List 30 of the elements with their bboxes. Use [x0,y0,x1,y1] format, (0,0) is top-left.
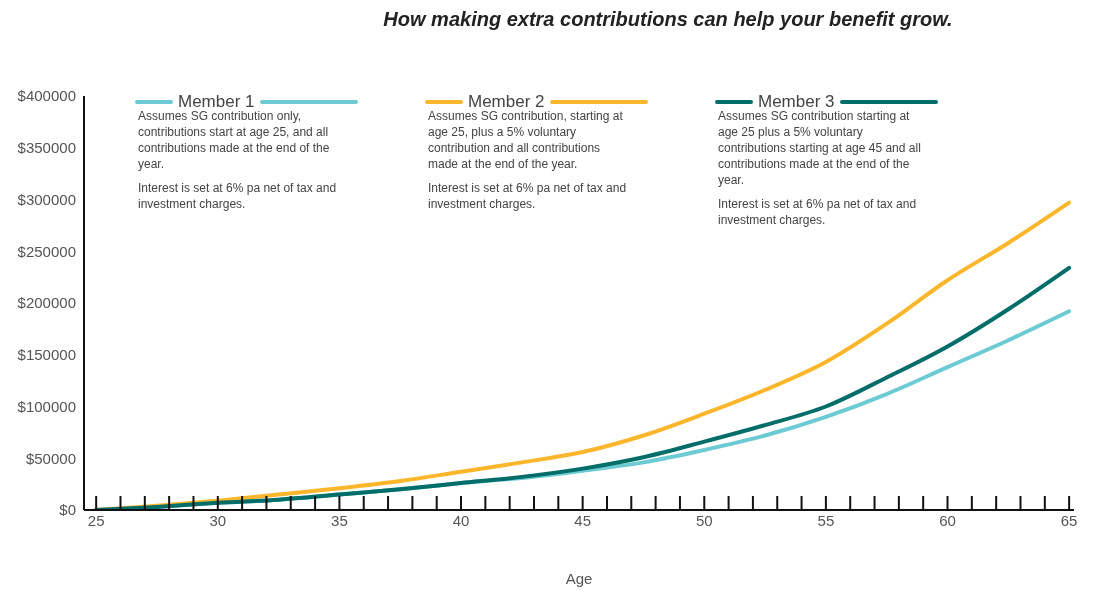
y-tick-label: $350000 [17,139,76,157]
legend-label: Member 3 [758,92,835,111]
y-tick-label: $250000 [17,242,76,260]
x-axis-title: Age [565,570,593,587]
annotation: Interest is set at 6% pa net of tax and investment charges. [428,180,628,212]
y-tick-label: $400000 [17,87,76,105]
annotation: Interest is set at 6% pa net of tax and investment charges. [718,196,918,228]
legend-label: Member 1 [178,92,255,111]
x-tick-label: 45 [574,512,591,529]
annotation: Assumes SG contribution, starting at age 25, plus a 5% voluntary contribution and all contributions made at the end of the year. [428,108,624,172]
y-tick-label: $300000 [17,190,76,208]
legend-label: Member 2 [468,92,545,111]
x-tick-label: 60 [939,512,956,529]
annotation: Interest is set at 6% pa net of tax and investment charges. [138,180,338,212]
y-tick-label: $150000 [17,346,76,364]
y-tick-label: $0 [59,501,76,519]
annotation: Assumes SG contribution starting at age 25 plus a 5% voluntary contributions starting at age 45 and all contributions made at the end of the year. [718,108,922,188]
y-tick-label: $200000 [17,294,76,312]
line-series [94,265,1072,510]
x-tick-label: 30 [209,512,227,529]
x-tick-label: 65 [1060,512,1078,529]
x-tick-label: 55 [817,512,835,529]
chart-title: How making extra contributions can help your benefit grow. [382,8,954,32]
x-tick-label: 25 [87,512,105,529]
x-tick-label: 40 [452,512,470,529]
y-tick-label: $50000 [25,449,76,467]
annotation: Assumes SG contribution only, contributions start at age 25, and all contributions made at the end of the year. [138,108,331,172]
x-tick-label: 50 [695,512,713,529]
y-tick-label: $100000 [17,397,76,415]
x-tick-label: 35 [331,512,348,529]
